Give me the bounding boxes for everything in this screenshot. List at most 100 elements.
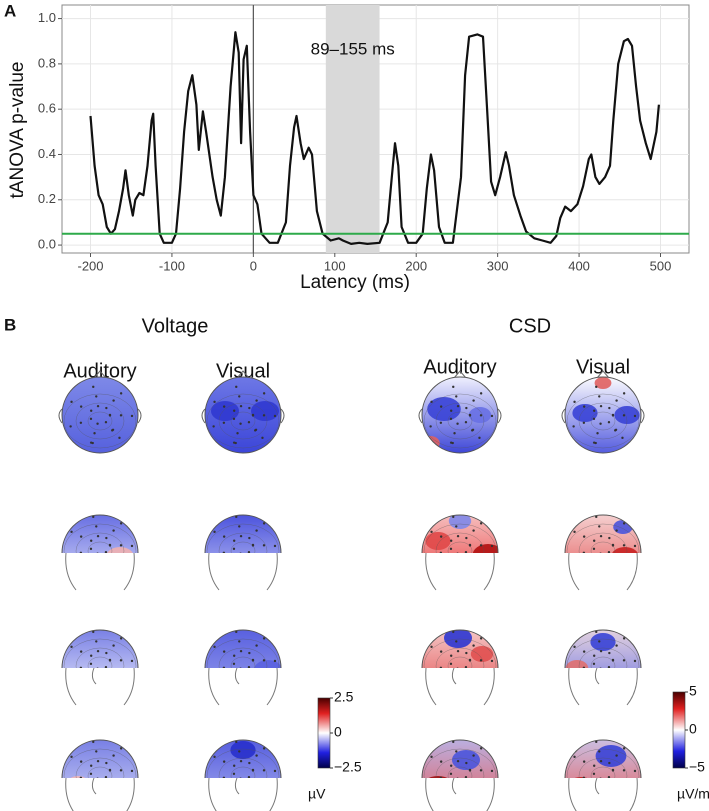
electrode <box>456 759 460 763</box>
electrode <box>70 645 73 649</box>
contour <box>75 647 125 668</box>
electrode <box>452 797 454 799</box>
contour <box>206 638 280 668</box>
head-outline <box>208 552 278 591</box>
electrode <box>96 534 100 538</box>
map-edge <box>204 514 282 554</box>
map-edge <box>61 739 139 779</box>
electrode <box>472 674 474 676</box>
electrode <box>247 421 251 424</box>
electrode <box>238 395 241 398</box>
electrode <box>92 687 94 689</box>
electrode <box>464 776 468 778</box>
electrode <box>456 404 460 408</box>
electrode <box>453 432 456 435</box>
map-edge <box>421 514 499 554</box>
electrode <box>108 659 112 662</box>
electrode <box>112 674 114 676</box>
topomap <box>421 629 499 706</box>
electrode <box>582 405 586 408</box>
map-fill <box>565 740 641 798</box>
electrode <box>111 429 114 432</box>
electrode <box>430 530 433 534</box>
data-line <box>89 31 660 245</box>
electrode <box>465 406 468 410</box>
map-blob <box>614 406 640 424</box>
map-fill <box>205 740 281 782</box>
head-outline <box>568 667 638 706</box>
electrode <box>455 395 458 398</box>
electrode <box>452 687 454 689</box>
electrode <box>622 392 626 395</box>
electrode <box>239 777 242 778</box>
electrode <box>439 421 443 424</box>
electrode <box>478 682 480 684</box>
contour <box>435 757 485 778</box>
electrode <box>595 687 597 689</box>
electrode <box>108 544 112 547</box>
electrode <box>232 662 236 666</box>
electrode <box>593 796 595 798</box>
electrode <box>247 776 251 778</box>
electrode <box>89 654 93 657</box>
electrode <box>472 644 475 647</box>
contour <box>218 647 268 668</box>
electrode <box>104 776 108 778</box>
electrode <box>79 535 83 538</box>
electrode <box>90 686 92 688</box>
electrode <box>452 740 455 744</box>
map-edge <box>564 376 642 454</box>
annotation: 89–155 ms <box>311 39 395 58</box>
electrode <box>255 529 258 532</box>
map-edge <box>61 514 139 554</box>
electrode <box>93 787 95 789</box>
electrode <box>111 674 113 676</box>
electrode <box>582 776 586 778</box>
electrode <box>248 651 251 655</box>
electrode <box>465 761 468 765</box>
electrode <box>479 659 483 662</box>
electrode <box>212 425 215 428</box>
map-blob <box>613 520 633 534</box>
electrode <box>479 522 483 525</box>
map-blob <box>611 547 639 553</box>
head-outline <box>208 667 278 706</box>
electrode <box>607 421 611 424</box>
topomap <box>204 514 282 591</box>
contour <box>566 638 640 668</box>
electrode <box>248 536 251 540</box>
electrode <box>92 572 94 574</box>
electrode <box>615 559 617 561</box>
electrode <box>273 544 277 548</box>
electrode <box>248 406 251 410</box>
electrode <box>212 780 214 782</box>
topomap <box>61 739 139 811</box>
electrode <box>236 677 238 679</box>
contour <box>218 532 268 553</box>
electrode <box>90 796 92 798</box>
electrode <box>118 436 121 440</box>
electrode <box>92 630 95 634</box>
electrode <box>621 792 623 794</box>
contour <box>230 656 256 668</box>
electrode <box>596 562 598 564</box>
electrode <box>490 769 494 773</box>
electrode <box>96 649 100 653</box>
map-edge <box>564 514 642 554</box>
electrode <box>449 409 453 412</box>
electrode <box>222 650 226 653</box>
electrode <box>262 747 266 750</box>
map-blob <box>230 741 256 759</box>
electrode <box>582 535 586 538</box>
contour <box>578 532 628 553</box>
map-edge <box>204 739 282 779</box>
map-blob <box>66 776 90 778</box>
electrode <box>453 787 455 789</box>
electrode <box>118 792 120 794</box>
electrode <box>464 421 468 424</box>
electrode <box>254 559 256 561</box>
electrode <box>255 644 258 647</box>
head-outline <box>561 370 645 424</box>
electrode <box>262 637 266 640</box>
contour <box>566 523 640 553</box>
